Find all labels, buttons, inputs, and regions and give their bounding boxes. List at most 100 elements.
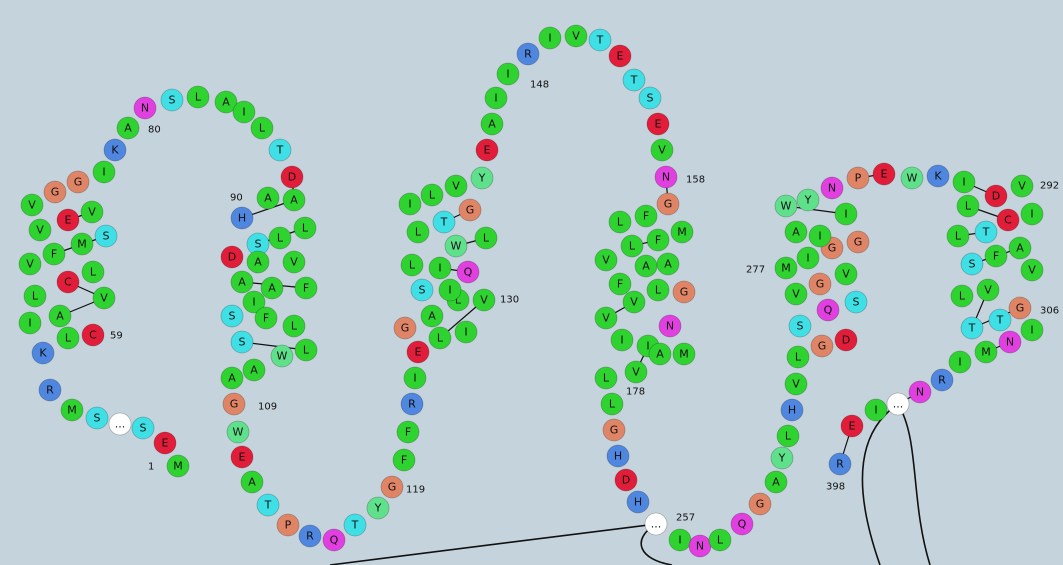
residue — [18, 311, 42, 335]
residue-letter: A — [238, 276, 246, 289]
residue-letter: I — [1030, 324, 1033, 337]
residue-letter: A — [264, 192, 272, 205]
residue-letter: T — [264, 499, 272, 512]
residue-letter: S — [94, 412, 101, 425]
residue — [220, 366, 244, 390]
residue-letter: E — [881, 168, 888, 181]
residue — [820, 176, 844, 200]
residue — [240, 470, 264, 494]
residue-letter: Q — [464, 266, 473, 279]
residue-letter: T — [351, 519, 359, 532]
residue-letter: G — [828, 242, 837, 255]
residue-letter: I — [818, 230, 821, 243]
residue — [42, 242, 66, 266]
residue-letter: C — [89, 329, 97, 342]
residue — [133, 96, 157, 120]
residue — [380, 475, 404, 499]
residue — [496, 62, 520, 86]
residue-letter: D — [842, 334, 850, 347]
residue — [764, 470, 788, 494]
residue — [1020, 202, 1044, 226]
residue-letter: F — [993, 250, 999, 263]
residue — [454, 320, 478, 344]
residue-letter: L — [955, 230, 962, 243]
residue-letter: D — [288, 171, 296, 184]
residue — [230, 330, 254, 354]
residue — [670, 220, 694, 244]
position-label: 306 — [1040, 306, 1059, 317]
residue-letter: L — [717, 534, 724, 547]
residue — [834, 328, 858, 352]
residue-letter: T — [996, 314, 1004, 327]
residue-letter: V — [290, 256, 298, 269]
residue-letter: D — [228, 251, 236, 264]
residue — [516, 42, 540, 66]
residue-letter: Q — [738, 518, 747, 531]
residue-letter: S — [797, 320, 804, 333]
residue-letter: I — [242, 106, 245, 119]
residue-letter: S — [169, 94, 176, 107]
residue-letter: L — [415, 226, 422, 239]
residue — [656, 252, 680, 276]
residue-letter: F — [643, 210, 649, 223]
residue-letter: G — [816, 278, 825, 291]
residue — [770, 446, 794, 470]
residue — [886, 392, 910, 416]
residue-letter: Y — [478, 172, 486, 185]
residue-letter: I — [28, 317, 31, 330]
residue-letter: W — [451, 240, 462, 253]
residue-letter: R — [46, 384, 54, 397]
residue — [280, 165, 304, 189]
residue — [846, 166, 870, 190]
residue-letter: F — [51, 248, 57, 261]
residue — [92, 286, 116, 310]
residue-letter: N — [141, 102, 149, 115]
residue — [602, 418, 626, 442]
residue — [396, 420, 420, 444]
residue — [85, 406, 109, 430]
residue — [976, 278, 1000, 302]
residue — [81, 323, 105, 347]
residue-letter: H — [634, 496, 642, 509]
residue-letter: E — [484, 144, 491, 157]
residue-letter: K — [934, 170, 942, 183]
residue — [256, 186, 280, 210]
residue — [900, 166, 924, 190]
residue — [908, 380, 932, 404]
residue-letter: L — [291, 320, 298, 333]
residue-letter: L — [629, 240, 636, 253]
residue — [260, 276, 284, 300]
residue-letter: L — [277, 232, 284, 245]
residue-letter: A — [248, 476, 256, 489]
residue-letter: ... — [651, 518, 662, 531]
residue-letter: E — [849, 420, 856, 433]
residue — [166, 454, 190, 478]
residue-letter: D — [992, 190, 1000, 203]
residue-letter: L — [65, 332, 72, 345]
residue — [70, 232, 94, 256]
residue — [403, 366, 427, 390]
residue — [60, 398, 84, 422]
residue — [226, 420, 250, 444]
residue-letter: K — [111, 144, 119, 157]
residue-letter: A — [642, 260, 650, 273]
residue — [220, 245, 244, 269]
residue — [270, 344, 294, 368]
residue-letter: L — [609, 398, 616, 411]
position-label: 109 — [258, 402, 277, 413]
residue-letter: I — [844, 208, 847, 221]
residue-letter: S — [255, 238, 262, 251]
residue — [293, 216, 317, 240]
residue-letter: L — [617, 216, 624, 229]
residue — [428, 256, 452, 280]
residue-letter: A — [254, 256, 262, 269]
residue-letter: F — [655, 234, 661, 247]
residue — [594, 366, 618, 390]
residue — [475, 138, 499, 162]
residue — [18, 252, 42, 276]
residue — [398, 192, 422, 216]
residue — [474, 226, 498, 250]
residue-letter: H — [788, 404, 796, 417]
residue — [254, 306, 278, 330]
